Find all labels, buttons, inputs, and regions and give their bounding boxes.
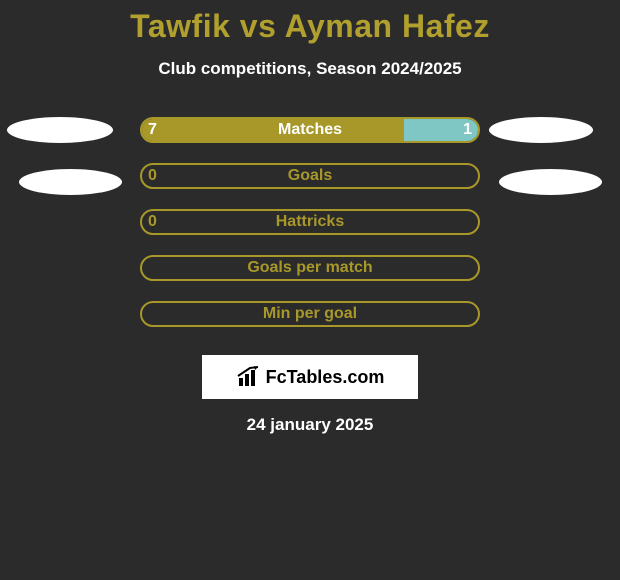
stat-label: Goals bbox=[142, 165, 478, 187]
stat-label: Goals per match bbox=[142, 257, 478, 279]
date-text: 24 january 2025 bbox=[0, 415, 620, 435]
subtitle: Club competitions, Season 2024/2025 bbox=[0, 59, 620, 79]
stat-row: 0Hattricks bbox=[0, 209, 620, 255]
vs-text: vs bbox=[240, 8, 285, 44]
logo-text: FcTables.com bbox=[266, 367, 385, 388]
comparison-chart: 71Matches 0Goals 0Hattricks Goals per match… bbox=[0, 117, 620, 347]
site-logo: FcTables.com bbox=[236, 366, 385, 388]
stat-bar: Min per goal bbox=[140, 301, 480, 327]
comparison-title: Tawfik vs Ayman Hafez bbox=[0, 0, 620, 45]
player2-name: Ayman Hafez bbox=[285, 8, 490, 44]
stat-row: 71Matches bbox=[0, 117, 620, 163]
stat-label: Min per goal bbox=[142, 303, 478, 325]
stat-row: 0Goals bbox=[0, 163, 620, 209]
stat-bar: 71Matches bbox=[140, 117, 480, 143]
stat-label: Hattricks bbox=[142, 211, 478, 233]
stat-label: Matches bbox=[142, 119, 478, 141]
stat-bar: 0Goals bbox=[140, 163, 480, 189]
logo-box: FcTables.com bbox=[202, 355, 418, 399]
stat-row: Min per goal bbox=[0, 301, 620, 347]
stat-bar: 0Hattricks bbox=[140, 209, 480, 235]
player1-name: Tawfik bbox=[130, 8, 230, 44]
stat-row: Goals per match bbox=[0, 255, 620, 301]
chart-icon bbox=[236, 366, 262, 388]
stat-bar: Goals per match bbox=[140, 255, 480, 281]
